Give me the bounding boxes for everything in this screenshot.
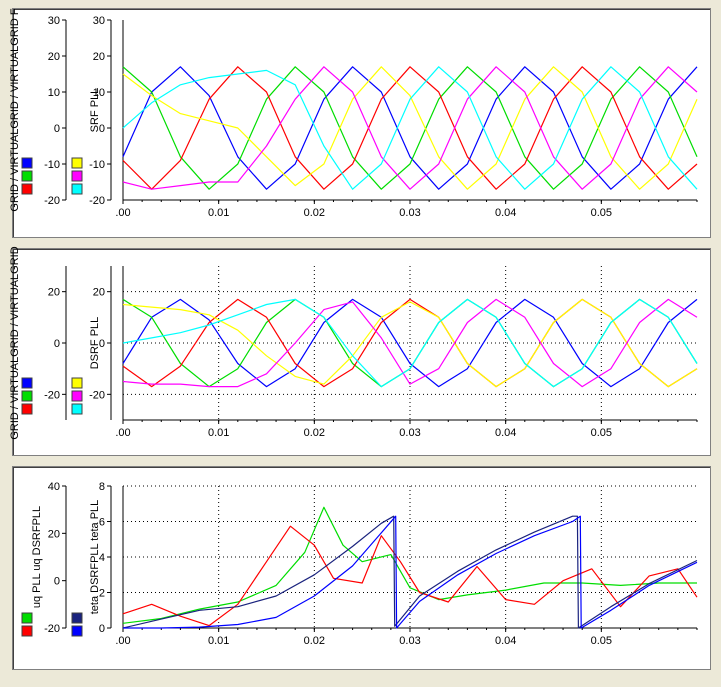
chart-panel-top bbox=[12, 8, 711, 238]
chart-panel-middle bbox=[12, 248, 711, 456]
chart-panel-bottom bbox=[12, 466, 711, 670]
